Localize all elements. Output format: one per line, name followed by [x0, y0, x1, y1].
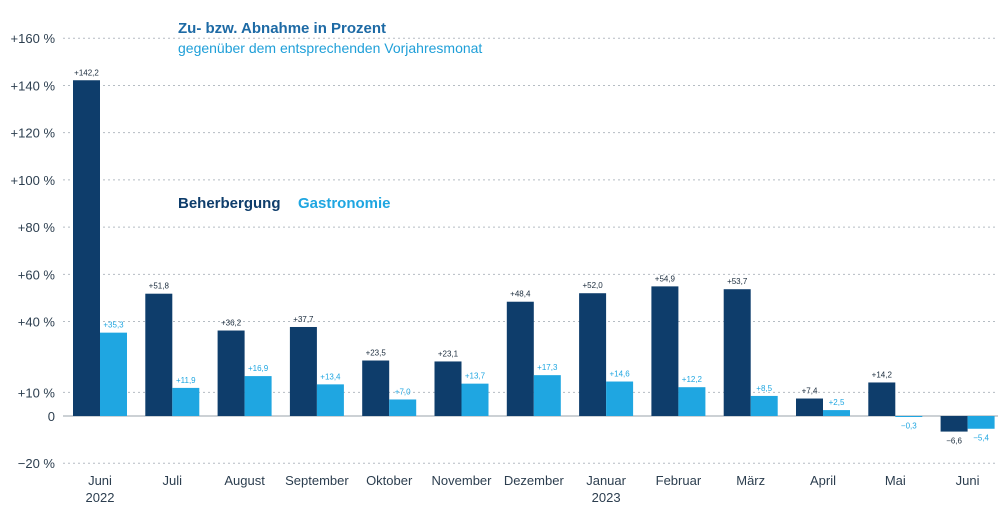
y-tick-label: 0	[48, 409, 55, 424]
bar-gastronomie	[100, 332, 127, 416]
x-tick-label: April	[810, 473, 836, 488]
data-label: +14,2	[872, 370, 893, 379]
y-tick-label: −20 %	[18, 456, 56, 471]
x-tick-label: Juni	[88, 473, 112, 488]
bar-gastronomie	[750, 395, 778, 416]
bar-gastronomie	[244, 376, 272, 416]
data-label: +36,2	[221, 319, 242, 328]
bar-beherbergung	[217, 330, 245, 416]
x-tick-label: Januar	[586, 473, 626, 488]
bar-gastronomie	[533, 375, 561, 416]
y-tick-label: +140 %	[11, 78, 56, 93]
data-label: +142,2	[74, 68, 99, 77]
data-label: −5,4	[973, 434, 989, 443]
bar-gastronomie	[389, 399, 417, 416]
bar-gastronomie	[678, 387, 706, 416]
x-tick-label: März	[736, 473, 765, 488]
data-label: −6,6	[946, 437, 962, 446]
y-tick-label: +10 %	[18, 385, 56, 400]
data-label: +13,4	[320, 372, 341, 381]
legend-gastronomie: Gastronomie	[298, 195, 391, 212]
data-label: +23,1	[438, 349, 459, 358]
data-label: +2,5	[829, 398, 845, 407]
bar-beherbergung	[73, 80, 100, 416]
bar-beherbergung	[723, 289, 751, 416]
y-tick-label: +100 %	[11, 173, 56, 188]
bar-beherbergung	[145, 293, 173, 416]
bar-gastronomie	[461, 383, 489, 416]
y-axis-ticks: −20 % 0 +10 % +40 % +60 % +80 % +100 % +120 % +1…	[11, 31, 56, 471]
bar-beherbergung	[289, 326, 317, 416]
x-tick-label: Dezember	[504, 473, 565, 488]
data-label: +52,0	[582, 281, 603, 290]
bar-gastronomie	[823, 410, 850, 416]
data-label: +35,3	[103, 321, 124, 330]
bar-gastronomie	[606, 381, 634, 416]
x-tick-label: November	[432, 473, 493, 488]
bar-beherbergung	[362, 360, 390, 416]
data-label: +13,7	[465, 372, 486, 381]
bar-beherbergung	[579, 293, 607, 416]
data-label: +12,2	[682, 375, 703, 384]
bars	[73, 80, 995, 432]
bar-beherbergung	[651, 286, 679, 416]
bar-gastronomie	[895, 416, 923, 417]
data-label: +53,7	[727, 277, 748, 286]
data-label: +16,9	[248, 364, 269, 373]
bar-beherbergung	[796, 398, 823, 416]
data-label: +37,7	[293, 315, 314, 324]
chart-title: Zu- bzw. Abnahme in Prozent	[178, 20, 386, 37]
x-tick-sublabel: 2023	[592, 490, 621, 505]
x-tick-label: Februar	[656, 473, 702, 488]
y-tick-label: +120 %	[11, 126, 56, 141]
y-tick-label: +160 %	[11, 31, 56, 46]
legend-beherbergung: Beherbergung	[178, 195, 281, 212]
data-label: +7,4	[802, 387, 818, 396]
x-tick-label: August	[224, 473, 265, 488]
x-tick-label: Juli	[163, 473, 183, 488]
bar-gastronomie	[967, 416, 995, 429]
data-label: −0,3	[901, 422, 917, 431]
x-tick-label: September	[285, 473, 349, 488]
data-label: +54,9	[655, 274, 676, 283]
data-label: +51,8	[149, 282, 170, 291]
chart-subtitle: gegenüber dem entsprechenden Vorjahresmo…	[178, 40, 482, 56]
data-label: +17,3	[537, 363, 558, 372]
x-tick-sublabel: 2022	[86, 490, 115, 505]
x-tick-label: Mai	[885, 473, 906, 488]
data-label: +7,0	[395, 387, 411, 396]
x-axis-ticks: Juni 2022 Juli August September Oktober Novemb…	[86, 473, 980, 505]
data-label: +14,6	[609, 370, 630, 379]
x-tick-label: Oktober	[366, 473, 413, 488]
data-label: +11,9	[176, 376, 196, 385]
y-tick-label: +40 %	[18, 315, 56, 330]
data-labels: +142,2 +35,3 +51,8 +11,9 +36,2 +16,9 +37,7 +13,…	[74, 68, 989, 445]
bar-beherbergung	[434, 361, 462, 416]
bar-gastronomie	[316, 384, 344, 416]
data-label: +48,4	[510, 290, 531, 299]
y-tick-label: +60 %	[18, 267, 56, 282]
bar-beherbergung	[506, 301, 534, 416]
bar-gastronomie	[172, 387, 200, 416]
data-label: +23,5	[366, 349, 387, 358]
bar-beherbergung	[868, 382, 896, 416]
bar-beherbergung	[940, 416, 968, 432]
data-label: +8,5	[756, 384, 772, 393]
x-tick-label: Juni	[956, 473, 980, 488]
y-tick-label: +80 %	[18, 220, 56, 235]
